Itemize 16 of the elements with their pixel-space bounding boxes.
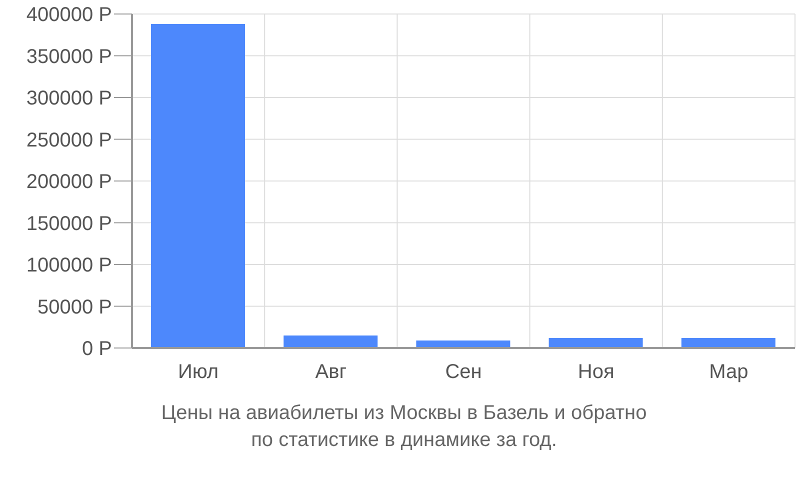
y-tick-label: 350000 Р: [26, 46, 112, 68]
y-tick-label: 0 Р: [82, 338, 112, 360]
text: Цены на авиабилеты из Москвы в Базель и обратно: [160, 401, 648, 426]
y-tick-label: 100000 Р: [26, 254, 112, 277]
x-tick-label: Сен: [445, 361, 482, 384]
y-tick-label: 50000 Р: [37, 296, 112, 318]
x-tick-label: Ноя: [578, 361, 614, 384]
y-tick-label: 300000 Р: [26, 88, 112, 110]
y-tick-label: 150000 Р: [26, 212, 112, 235]
x-tick-label: Авг: [315, 361, 347, 384]
y-tick-label: 200000 Р: [26, 171, 112, 194]
x-tick-label: Июл: [178, 361, 219, 384]
text: по статистике в динамике за год.: [250, 428, 558, 453]
y-tick-label: 400000 Р: [26, 4, 112, 26]
x-tick-label: Мар: [709, 361, 748, 384]
y-tick-label: 250000 Р: [26, 129, 112, 152]
